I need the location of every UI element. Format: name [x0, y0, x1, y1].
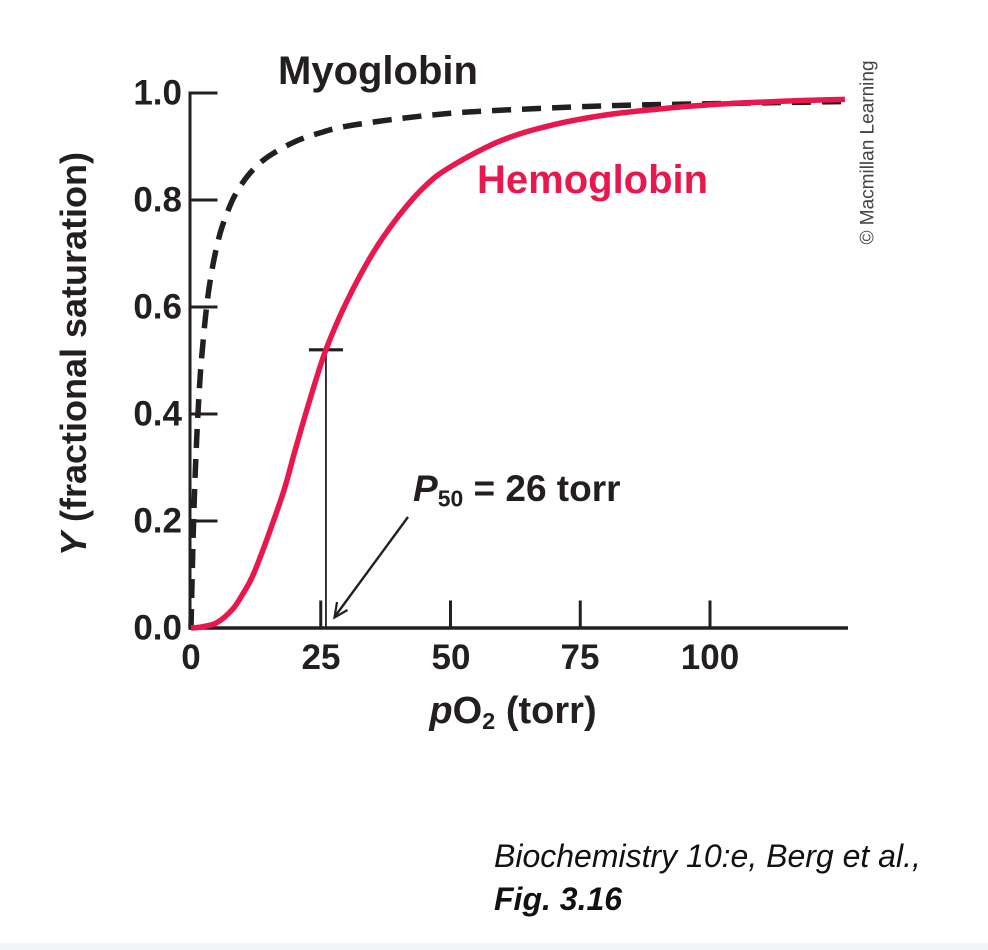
x-axis-title-o: O [452, 690, 483, 732]
y-axis-title-y: Y [53, 532, 94, 557]
x-tick-25: 25 [301, 638, 341, 677]
p50-symbol: P [413, 468, 438, 509]
x-axis-title: pO2 (torr) [429, 692, 596, 733]
x-tick-50: 50 [431, 638, 471, 677]
y-tick-0.2: 0.2 [133, 501, 182, 541]
hemoglobin-curve [190, 96, 845, 631]
x-tick-100: 100 [680, 638, 740, 677]
y-tick-0.8: 0.8 [133, 180, 182, 220]
myoglobin-series-label: Myoglobin [278, 49, 478, 93]
myoglobin-curve [188, 98, 845, 629]
bottom-strip [0, 943, 988, 950]
caption-source: Biochemistry 10:e, Berg et al., [494, 838, 921, 874]
p50-value: = 26 torr [463, 468, 621, 509]
p50-annotation: P50 = 26 torr [413, 470, 621, 511]
macmillan-credit: © Macmillan Learning [857, 60, 879, 245]
hemoglobin-series-label: Hemoglobin [477, 158, 709, 202]
x-axis-title-units: (torr) [495, 690, 597, 732]
y-tick-0.0: 0.0 [133, 608, 182, 648]
x-axis-title-sub2: 2 [482, 707, 496, 734]
p50-arrowhead-icon [333, 601, 349, 620]
x-axis-title-p: p [429, 690, 453, 732]
p50-arrow-shaft [335, 516, 409, 616]
y-tick-0.4: 0.4 [133, 394, 182, 434]
x-tick-0: 0 [181, 638, 201, 677]
y-axis-title-rest: (fractional saturation) [53, 151, 94, 533]
x-tick-75: 75 [560, 638, 600, 677]
y-axis-title: Y (fractional saturation) [53, 104, 94, 604]
y-tick-0.6: 0.6 [133, 287, 182, 327]
p50-subscript: 50 [437, 485, 464, 512]
caption-figure-number: Fig. 3.16 [494, 881, 623, 917]
y-tick-1.0: 1.0 [133, 73, 182, 113]
